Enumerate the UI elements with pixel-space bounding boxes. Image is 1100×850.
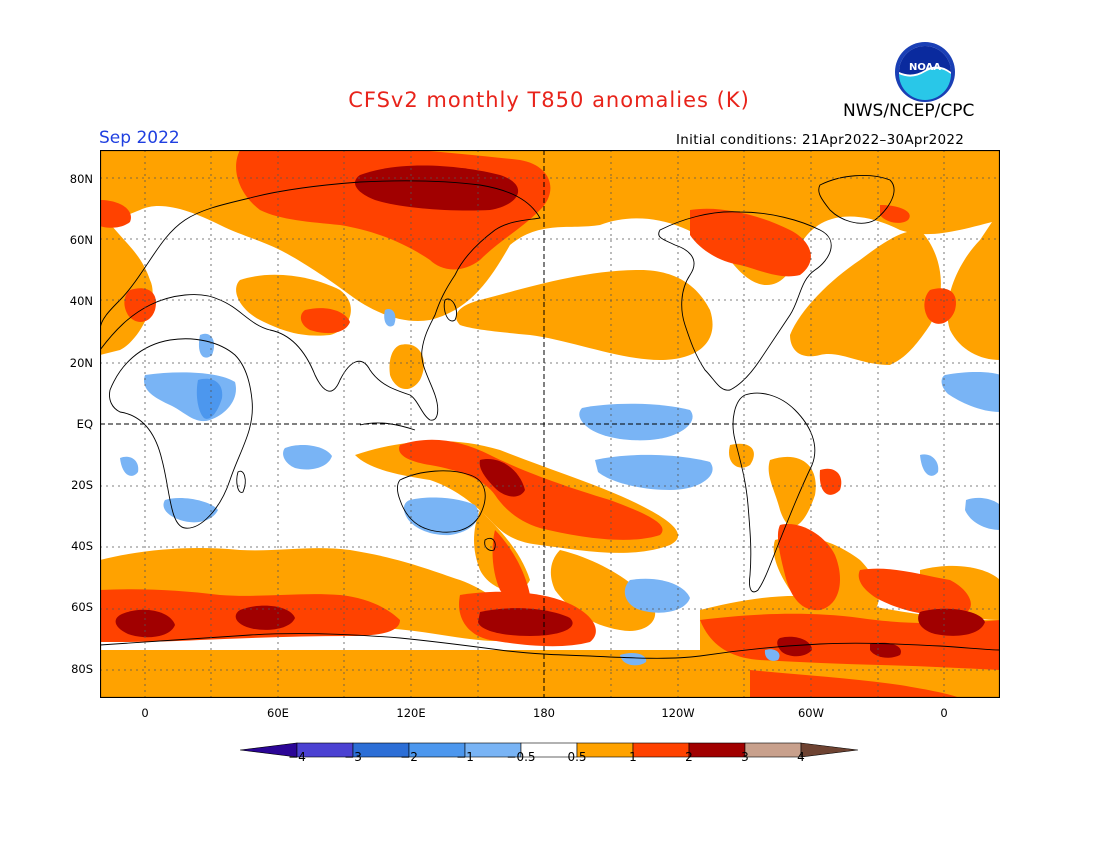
lat-label: 80S bbox=[71, 662, 93, 676]
color-scale-tick-label: 2 bbox=[685, 750, 693, 764]
lat-label: EQ bbox=[76, 417, 93, 431]
lon-label: 0 bbox=[940, 706, 948, 720]
lat-label: 20N bbox=[69, 356, 93, 370]
map-title: CFSv2 monthly T850 anomalies (K) bbox=[348, 88, 750, 112]
lat-label: 80N bbox=[69, 172, 93, 186]
color-scale-tick-label: 4 bbox=[797, 750, 805, 764]
lat-label: 60N bbox=[69, 233, 93, 247]
lat-label: 40S bbox=[71, 539, 93, 553]
anomaly-map bbox=[100, 150, 1000, 698]
reference-lines bbox=[100, 150, 1000, 698]
lon-label: 120E bbox=[396, 706, 426, 720]
color-scale-tick-label: −3 bbox=[344, 750, 362, 764]
anomaly-band-redorange bbox=[100, 150, 1000, 698]
color-scale-tick-label: −2 bbox=[400, 750, 418, 764]
lon-label: 180 bbox=[533, 706, 555, 720]
lon-label: 60E bbox=[267, 706, 289, 720]
coastlines bbox=[100, 175, 1000, 659]
color-scale-tick-label: −0.5 bbox=[506, 750, 536, 764]
noaa-logo-text: NOAA bbox=[909, 62, 941, 73]
color-scale-tick-label: −1 bbox=[456, 750, 474, 764]
agency-label: NWS/NCEP/CPC bbox=[843, 101, 975, 121]
lon-label: 120W bbox=[661, 706, 695, 720]
color-scale-bar bbox=[240, 742, 859, 758]
anomaly-band-darkred bbox=[115, 165, 985, 658]
lat-label: 40N bbox=[69, 294, 93, 308]
lat-label: 20S bbox=[71, 478, 93, 492]
color-scale-cell bbox=[800, 742, 859, 758]
lat-label: 60S bbox=[71, 600, 93, 614]
initial-conditions-label: Initial conditions: 21Apr2022–30Apr2022 bbox=[676, 132, 965, 148]
graticule bbox=[100, 150, 1000, 698]
noaa-logo-icon: NOAA bbox=[895, 42, 955, 102]
color-scale-tick-label: 1 bbox=[629, 750, 637, 764]
map-frame bbox=[100, 150, 1000, 698]
lon-label: 60W bbox=[797, 706, 824, 720]
color-scale-tick-label: 0.5 bbox=[567, 750, 587, 764]
target-month-label: Sep 2022 bbox=[99, 128, 180, 148]
lon-label: 0 bbox=[141, 706, 149, 720]
anomaly-band-blue bbox=[196, 378, 223, 419]
color-scale-tick-label: −4 bbox=[288, 750, 306, 764]
color-scale-tick-label: 3 bbox=[741, 750, 749, 764]
